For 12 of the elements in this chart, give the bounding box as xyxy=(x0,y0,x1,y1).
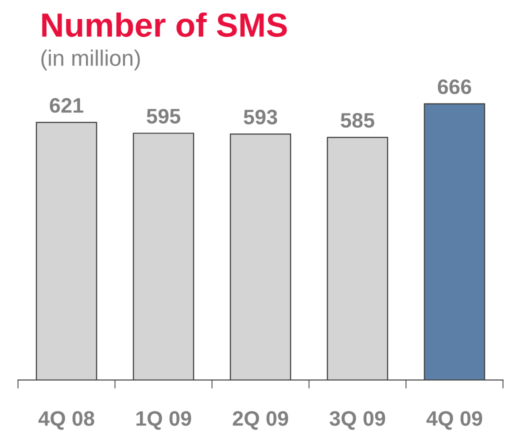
chart-title: Number of SMS xyxy=(42,12,287,37)
x-tick-label: 4Q 08 xyxy=(38,411,94,430)
data-label: 595 xyxy=(146,108,180,124)
x-tick-label: 3Q 09 xyxy=(330,411,386,430)
data-label: 666 xyxy=(438,79,472,94)
x-tick-label: 4Q 09 xyxy=(426,411,482,430)
x-tick-label: 2Q 09 xyxy=(232,411,288,430)
data-label: 621 xyxy=(50,98,84,113)
data-label: 593 xyxy=(244,110,278,124)
data-label: 585 xyxy=(340,112,374,128)
x-tick-label: 1Q 09 xyxy=(136,411,192,430)
chart-subtitle: (in million) xyxy=(41,50,140,70)
